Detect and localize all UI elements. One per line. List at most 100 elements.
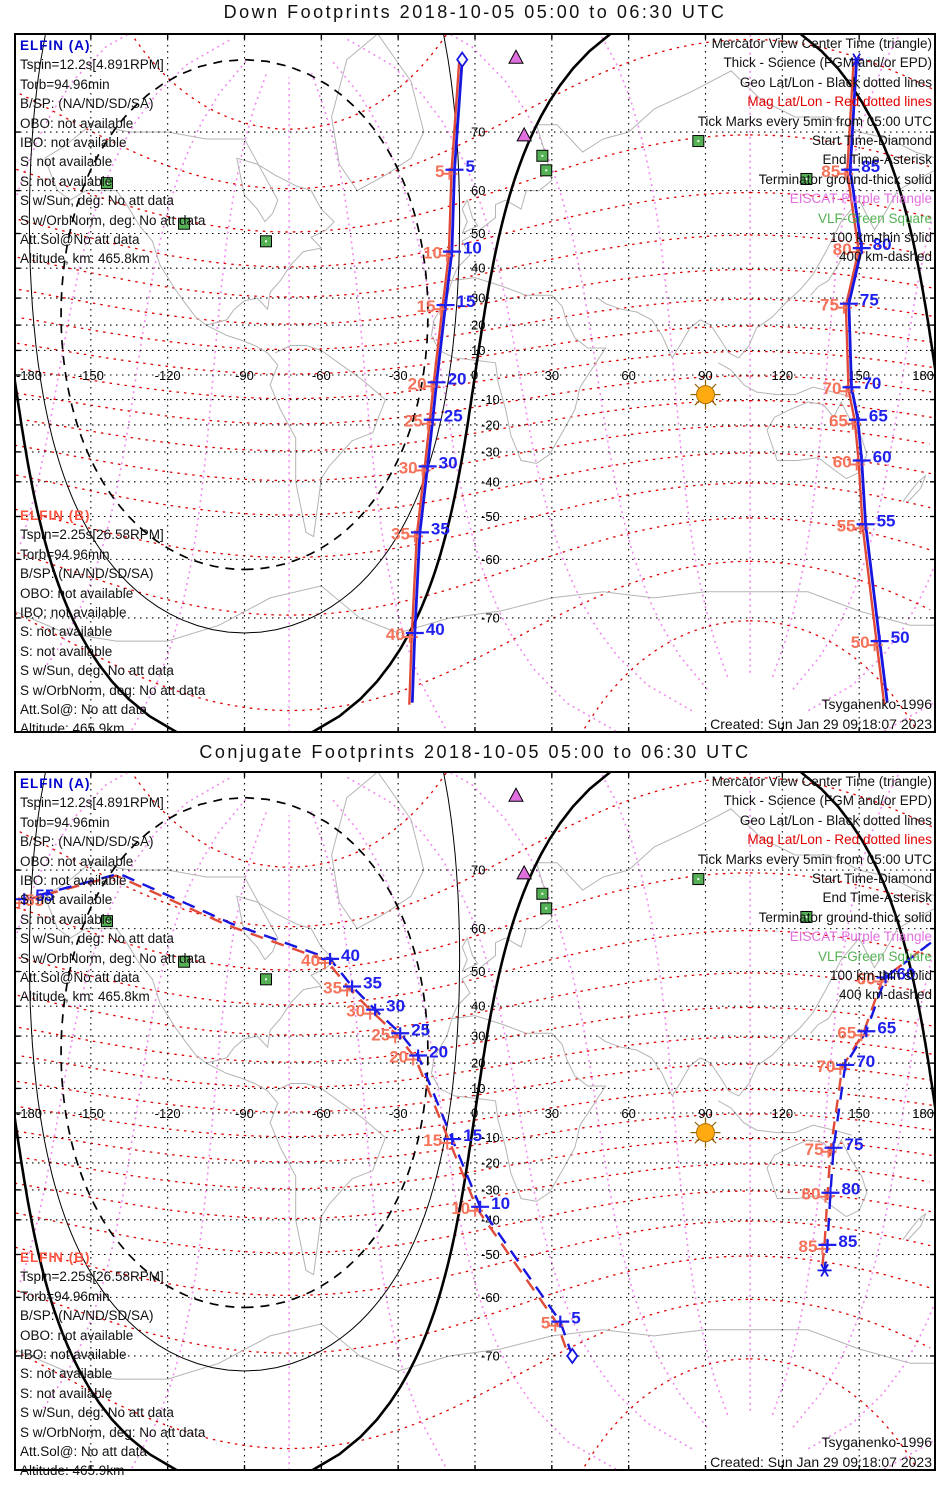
svg-text:15: 15 [423,1131,442,1150]
legend-line: End Time-Asterisk [822,152,932,168]
svg-text:40: 40 [301,951,320,970]
legend-line: Mag Lat/Lon - Red dotted lines [747,832,932,848]
svg-text:65: 65 [869,407,888,426]
elfin-b-info-line: Att.Sol@: No att data [20,1444,148,1460]
elfin-b-info-lines: Tspin=2.25s[26.58RPM] Torb=94.96min B/SP: … [20,1267,205,1480]
svg-text:20: 20 [429,1042,448,1061]
elfin-b-info-block: ELFIN (B) Tspin=2.25s[26.58RPM] Torb=94.9… [20,1248,205,1481]
elfin-a-info-block: ELFIN (A) Tspin=12.2s[4.891RPM] Torb=94.9… [20,774,205,1007]
svg-text:-90: -90 [235,1106,254,1121]
svg-text:0: 0 [471,368,478,383]
legend-line: Thick - Science (FGM and/or EPD) [723,55,932,71]
svg-text:25: 25 [404,412,423,431]
svg-text:20: 20 [471,318,485,333]
elfin-a-info-line: OBO: not available [20,853,134,869]
elfin-b-info-line: IBO: not available [20,1347,127,1363]
elfin-a-info-line: Tspin=12.2s[4.891RPM] [20,795,164,811]
elfin-a-info-line: IBO: not available [20,873,127,889]
svg-text:-120: -120 [155,368,181,383]
svg-text:-10: -10 [481,1130,500,1145]
svg-text:-50: -50 [481,1247,500,1262]
elfin-a-info-lines: Tspin=12.2s[4.891RPM] Torb=94.96min B/SP: … [20,793,205,1006]
svg-text:15: 15 [457,292,476,311]
elfin-b-info-block: ELFIN (B) Tspin=2.25s[26.58RPM] Torb=94.9… [20,506,205,739]
svg-text:-150: -150 [78,368,104,383]
svg-text:5: 5 [435,162,444,181]
svg-text:50: 50 [471,964,485,979]
legend-line: Start Time-Diamond [811,871,932,887]
svg-text:85: 85 [838,1232,857,1251]
elfin-b-info-line: S: not available [20,1366,113,1382]
down-footprints-map: -180 -150 -120 -90 -60 -30 30 60 90 120 150 1807060… [14,33,936,733]
legend-line: Mercator View Center Time (triangle) [711,774,932,789]
svg-text:70: 70 [816,1057,835,1076]
svg-text:-60: -60 [481,1290,500,1305]
svg-text:40: 40 [426,620,445,639]
elfin-b-info-line: OBO: not available [20,585,134,601]
legend-line: VLF-Green Square [817,210,932,226]
svg-text:-30: -30 [389,368,408,383]
elfin-b-info-line: B/SP: (NA/ND/SD/SA) [20,566,154,582]
svg-text:35: 35 [363,973,382,992]
elfin-b-info-line: S w/OrbNorm, deg: No att data [20,1424,206,1440]
elfin-a-info-line: S w/Sun, deg: No att data [20,931,174,947]
svg-text:75: 75 [820,296,839,315]
svg-text:60: 60 [897,964,916,983]
svg-text:65: 65 [829,412,848,431]
elfin-b-header: ELFIN (B) [20,1250,91,1265]
svg-text:75: 75 [860,291,879,310]
svg-text:85: 85 [798,1237,817,1256]
svg-text:40: 40 [471,999,485,1014]
legend-line: VLF-Green Square [817,948,932,964]
elfin-a-info-line: Altitude, km: 465.8km [20,251,150,267]
conjugate-footprints-title: Conjugate Footprints 2018-10-05 05:00 to… [199,742,751,762]
svg-text:20: 20 [389,1047,408,1066]
svg-text:25: 25 [444,407,463,426]
svg-text:90: 90 [698,1106,712,1121]
svg-text:60: 60 [621,1106,635,1121]
elfin-b-info-line: B/SP: (NA/ND/SD/SA) [20,1308,154,1324]
svg-text:30: 30 [471,1029,485,1044]
svg-text:-20: -20 [481,417,500,432]
svg-text:-70: -70 [481,610,500,625]
elfin-a-header: ELFIN (A) [20,38,91,53]
svg-text:60: 60 [833,453,852,472]
svg-text:15: 15 [417,297,436,316]
svg-text:30: 30 [346,1002,365,1021]
elfin-a-info-line: OBO: not available [20,115,134,131]
svg-text:70: 70 [471,125,485,140]
legend-line: EISCAT-Purple Triangle [789,929,932,945]
svg-text:40: 40 [341,946,360,965]
elfin-a-info-block: ELFIN (A) Tspin=12.2s[4.891RPM] Torb=94.9… [20,36,205,269]
svg-text:-60: -60 [481,552,500,567]
svg-text:-180: -180 [16,1106,42,1121]
elfin-a-info-line: S: not available [20,892,113,908]
legend-line: Geo Lat/Lon - Black dotted lines [739,812,932,828]
svg-text:80: 80 [873,235,892,254]
legend-line: Start Time-Diamond [811,133,932,149]
elfin-a-info-line: S w/OrbNorm, deg: No att data [20,950,206,966]
legend-line: Tick Marks every 5min from 05:00 UTC [697,851,932,867]
elfin-b-info-line: IBO: not available [20,605,127,621]
elfin-b-info-line: S w/Sun, deg: No att data [20,663,174,679]
svg-text:-40: -40 [481,474,500,489]
svg-text:65: 65 [877,1018,896,1037]
created-timestamp: Created: Sun Jan 29 09:18:07 2023 [710,716,932,732]
svg-text:30: 30 [471,291,485,306]
svg-text:35: 35 [391,524,410,543]
svg-text:5: 5 [466,157,475,176]
svg-text:-30: -30 [481,444,500,459]
svg-text:0: 0 [471,1106,478,1121]
svg-text:85: 85 [821,162,840,181]
legend-line: Tick Marks every 5min from 05:00 UTC [697,113,932,129]
svg-text:60: 60 [857,969,876,988]
legend-line: Terminator ground-thick solid [758,171,932,187]
svg-text:10: 10 [423,244,442,263]
elfin-b-info-line: OBO: not available [20,1327,134,1343]
svg-text:80: 80 [833,240,852,259]
svg-text:80: 80 [841,1180,860,1199]
svg-text:70: 70 [823,379,842,398]
legend-line: Mercator View Center Time (triangle) [711,36,932,51]
legend-line: Thick - Science (FGM and/or EPD) [723,793,932,809]
